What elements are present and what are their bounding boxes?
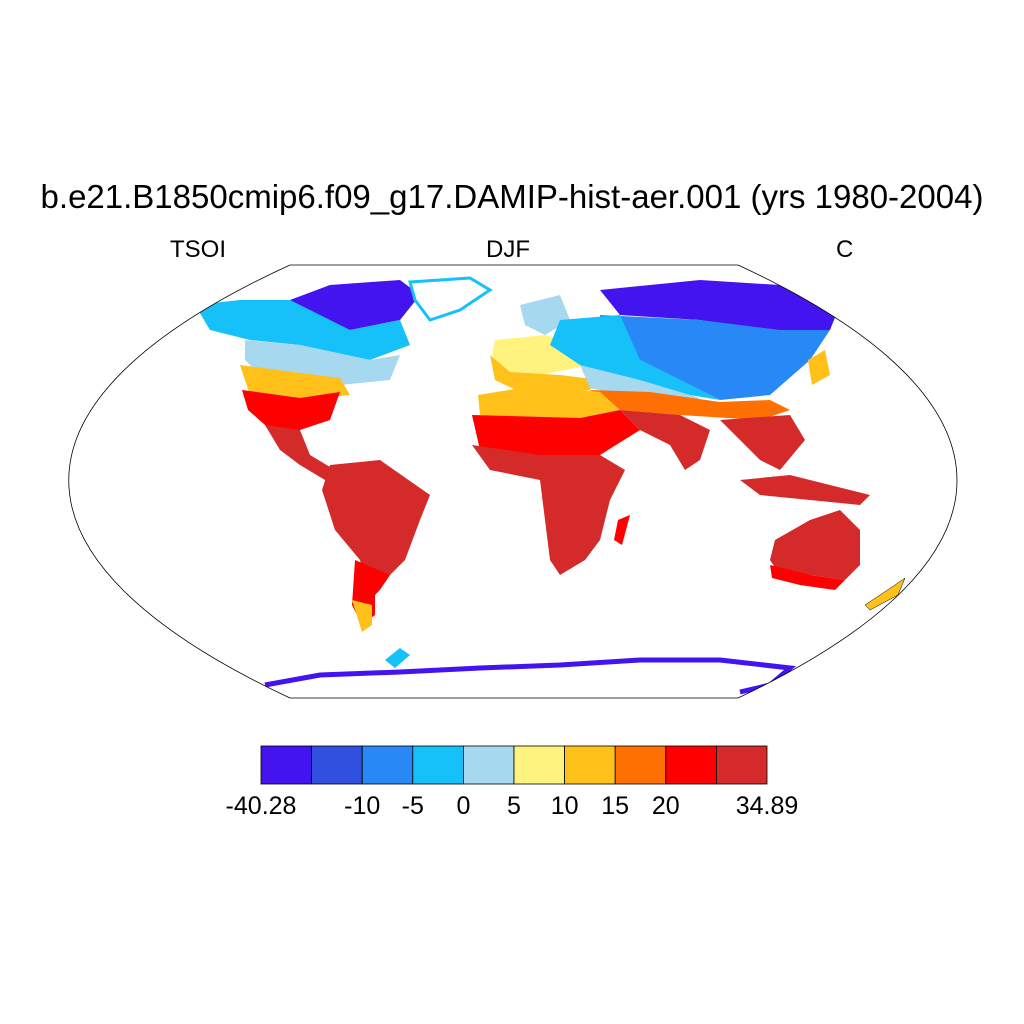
colorbar-swatch [665,745,717,785]
australia-south [770,565,845,590]
africa [472,445,625,575]
madagascar [614,515,630,545]
central-asia [580,365,700,402]
colorbar-swatch [614,745,667,785]
colorbar-swatch [564,745,616,785]
asia-cool [550,315,720,400]
colorbar-label: 15 [601,792,630,820]
north-africa-warm [478,385,620,420]
colorbar-label: 34.89 [735,792,799,820]
colorbar-label: 20 [651,792,680,820]
south-america [322,460,430,600]
siberia [600,280,840,330]
central-america [265,425,335,480]
colorbar-swatch [260,745,312,785]
japan [808,350,830,385]
colorbar-swatch [412,745,464,785]
southern-europe [490,355,600,392]
colorbar-label: 0 [456,792,471,820]
colorbar-swatch [462,745,515,785]
units-label: C [836,236,854,263]
variable-name: TSOI [170,236,227,263]
colorbar-label: -10 [344,792,381,820]
colorbar-label: 10 [550,792,579,820]
colorbar-label: -5 [401,792,424,820]
season-label: DJF [486,236,530,263]
map-boundary [68,264,958,699]
colorbar-swatch [311,745,363,785]
north-africa [472,410,640,458]
southeast-asia [720,415,805,470]
colorbar-swatch [513,745,565,785]
north-america-warm [240,365,350,400]
australia [770,510,860,580]
indonesia [740,475,870,505]
new-zealand [864,577,906,611]
antarctic-peninsula [385,648,410,668]
asia-cold [600,315,830,400]
plot-title: b.e21.B1850cmip6.f09_g17.DAMIP-hist-aer.… [40,178,984,215]
north-america-south [242,390,340,445]
scandinavia [520,295,570,335]
colorbar-swatch [716,745,768,785]
colorbar-label: 5 [507,792,521,820]
south-america-tip [352,600,372,632]
colorbar-label: -40.28 [225,792,297,820]
south-asia-warm [590,390,790,420]
north-america-cool [195,300,410,360]
colorbar-swatch [361,745,414,785]
south-asia [620,410,710,470]
greenland [408,276,493,322]
